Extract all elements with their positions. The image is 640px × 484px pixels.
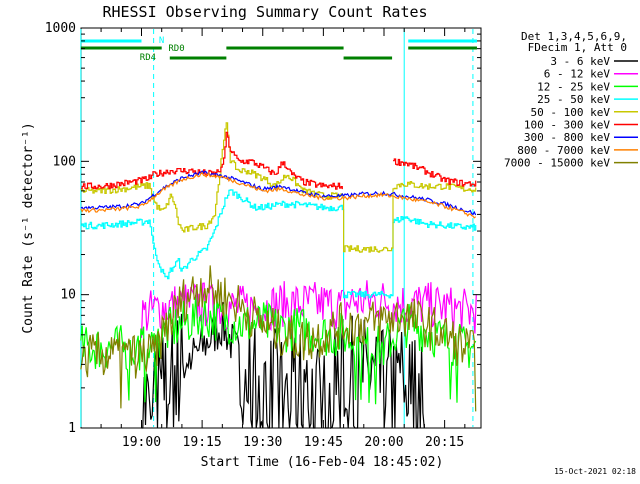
- x-axis-label: Start Time (16-Feb-04 18:45:02): [201, 455, 444, 470]
- flag-label-rd0: RD0: [168, 44, 184, 54]
- y-tick-label-3: 1000: [45, 21, 76, 36]
- x-tick-label-3: 19:45: [304, 435, 343, 450]
- legend-label-4: 50 - 100 keV: [531, 106, 611, 119]
- x-tick-label-4: 20:00: [364, 435, 403, 450]
- series-line-7: [80, 171, 477, 219]
- legend-label-6: 300 - 800 keV: [524, 131, 610, 144]
- flag-bars: N RD0 RD4: [80, 36, 477, 63]
- axes: 1 10 100 1000 19:00 19:15 19:30 19:45 20:00 20:15: [45, 21, 481, 450]
- x-tick-label-5: 20:15: [425, 435, 464, 450]
- y-tick-label-2: 100: [53, 154, 76, 169]
- legend-label-0: 3 - 6 keV: [550, 55, 610, 68]
- legend-label-3: 25 - 50 keV: [537, 93, 610, 106]
- legend-label-7: 800 - 7000 keV: [517, 144, 610, 157]
- legend-header-1: FDecim 1, Att 0: [528, 41, 627, 54]
- legend-label-2: 12 - 25 keV: [537, 80, 610, 93]
- legend-label-1: 6 - 12 keV: [544, 68, 611, 81]
- y-tick-label-0: 1: [68, 421, 76, 436]
- legend-header-0: Det 1,3,4,5,6,9,: [521, 30, 627, 43]
- series-lines: [80, 122, 477, 429]
- flag-label-n: N: [159, 36, 164, 46]
- footer-date: 15-Oct-2021 02:18: [554, 467, 636, 476]
- series-line-3: [80, 189, 477, 299]
- x-tick-label-2: 19:30: [243, 435, 282, 450]
- series-line-4: [80, 122, 477, 253]
- y-tick-label-1: 10: [60, 288, 76, 303]
- series-line-8: [80, 265, 477, 412]
- y-axis-label: Count Rate (s⁻¹ detector⁻¹): [21, 122, 36, 333]
- legend: Det 1,3,4,5,6,9,FDecim 1, Att 03 - 6 keV…: [504, 30, 638, 170]
- chart-title: RHESSI Observing Summary Count Rates: [102, 3, 427, 21]
- vertical-markers: [80, 29, 474, 427]
- legend-label-8: 7000 - 15000 keV: [504, 157, 610, 170]
- x-tick-label-1: 19:15: [183, 435, 222, 450]
- x-tick-label-0: 19:00: [122, 435, 161, 450]
- legend-label-5: 100 - 300 keV: [524, 119, 610, 132]
- flag-label-rd4: RD4: [140, 53, 156, 63]
